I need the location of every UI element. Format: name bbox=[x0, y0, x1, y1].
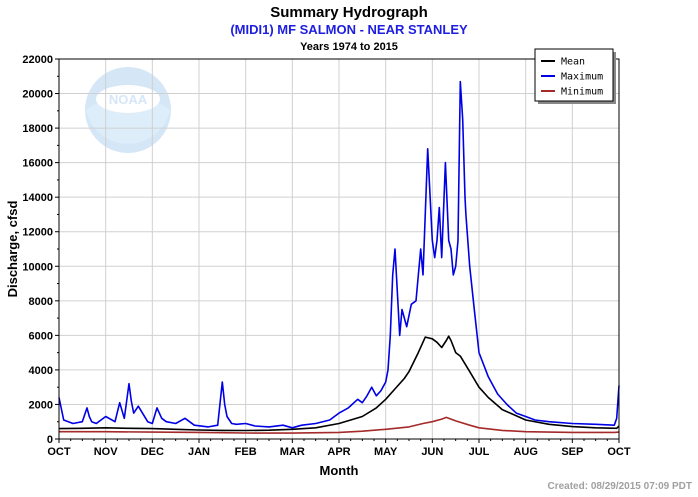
x-tick-label: JUL bbox=[469, 446, 490, 458]
y-tick-label: 20000 bbox=[22, 89, 53, 101]
chart-axes: 0 2000 4000 6000 8000 10000 12000 14000 16000 180… bbox=[5, 54, 631, 478]
y-tick-label: 8000 bbox=[29, 296, 53, 308]
chart-grid bbox=[58, 58, 620, 440]
x-tick-label: JUN bbox=[421, 446, 443, 458]
x-tick-label: MAY bbox=[374, 446, 398, 458]
legend-label-minimum: Minimum bbox=[561, 87, 603, 98]
x-tick-label: OCT bbox=[607, 446, 631, 458]
x-tick-label: AUG bbox=[513, 446, 537, 458]
y-tick-label: 16000 bbox=[22, 158, 53, 170]
series-line-minimum bbox=[59, 416, 620, 434]
y-tick-label: 18000 bbox=[22, 123, 53, 135]
x-tick-label: NOV bbox=[94, 446, 119, 458]
noaa-logo-text: NOAA bbox=[109, 92, 148, 107]
y-tick-label: 10000 bbox=[22, 261, 53, 273]
y-tick-label: 14000 bbox=[22, 192, 53, 204]
y-tick-label: 12000 bbox=[22, 227, 53, 239]
plot-frame bbox=[58, 58, 620, 440]
series-line-mean bbox=[58, 335, 620, 432]
y-tick-label: 6000 bbox=[29, 330, 53, 342]
legend-label-mean: Mean bbox=[561, 57, 585, 68]
x-tick-label: JAN bbox=[188, 446, 210, 458]
chart-legend: Mean Maximum Minimum bbox=[534, 48, 616, 104]
chart-title: Summary Hydrograph bbox=[270, 4, 428, 21]
chart-years: Years 1974 to 2015 bbox=[300, 41, 398, 53]
x-tick-label: OCT bbox=[47, 446, 71, 458]
y-tick-label: 2000 bbox=[29, 399, 53, 411]
x-tick-label: MAR bbox=[280, 446, 305, 458]
legend-label-maximum: Maximum bbox=[561, 72, 603, 83]
x-tick-label: APR bbox=[327, 446, 350, 458]
series-line-maximum bbox=[58, 80, 620, 429]
chart-series bbox=[58, 80, 620, 434]
y-tick-label: 4000 bbox=[29, 365, 53, 377]
y-axis-title: Discharge, cfsd bbox=[5, 201, 20, 298]
chart-subtitle: (MIDI1) MF SALMON - NEAR STANLEY bbox=[230, 22, 468, 37]
created-timestamp: Created: 08/29/2015 07:09 PDT bbox=[547, 481, 692, 492]
x-tick-label: DEC bbox=[141, 446, 164, 458]
x-axis-title: Month bbox=[320, 463, 359, 478]
x-tick-label: SEP bbox=[561, 446, 583, 458]
y-tick-label: 0 bbox=[47, 434, 53, 446]
x-tick-label: FEB bbox=[235, 446, 257, 458]
noaa-logo: NOAA bbox=[85, 67, 171, 153]
y-tick-label: 22000 bbox=[22, 54, 53, 66]
